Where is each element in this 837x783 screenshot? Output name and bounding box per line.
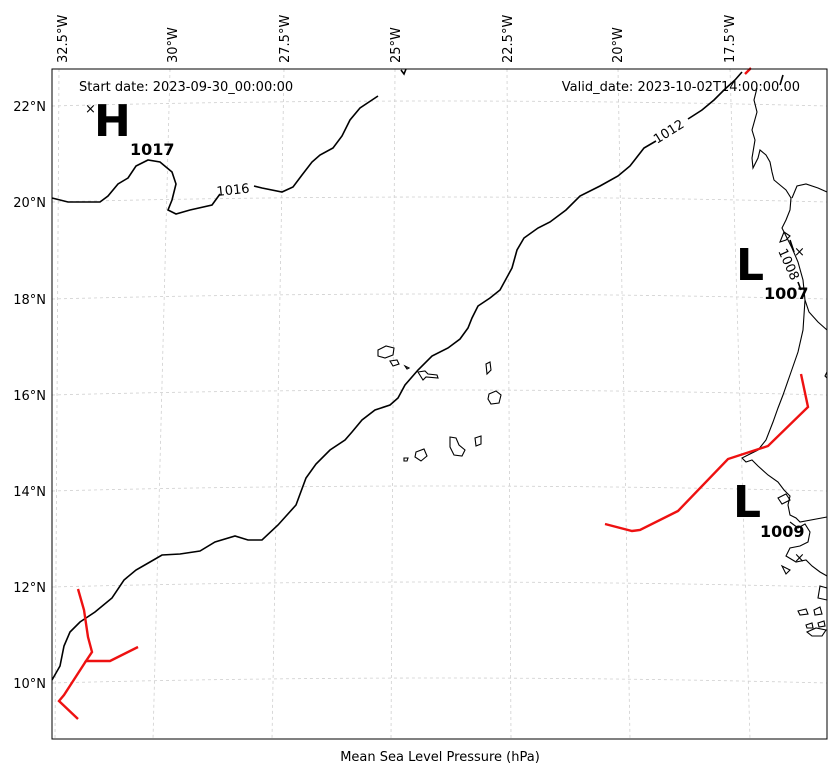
start-date-label: Start date: 2023-09-30_00:00:00	[79, 80, 293, 95]
lon-label: 20°W	[611, 27, 626, 63]
latitude-labels: 22°N 20°N 18°N 16°N 14°N 12°N 10°N	[13, 100, 46, 692]
high-center-value: 1017	[130, 140, 175, 159]
map-frame	[51, 68, 828, 740]
low-center-letter-north: L	[736, 240, 764, 291]
lat-label: 10°N	[13, 677, 46, 692]
lon-label: 30°W	[166, 27, 181, 63]
isobar-1016	[51, 159, 221, 215]
low-center-x-marker-south: ×	[794, 551, 805, 566]
fronts	[57, 67, 810, 720]
lat-label: 20°N	[13, 196, 46, 211]
longitude-labels: 32.5°W 30°W 27.5°W 25°W 22.5°W 20°W 17.5…	[56, 15, 738, 63]
contour-labels: 1016 1012 1008	[216, 117, 802, 283]
isobar-1012	[51, 140, 657, 681]
front-west	[76, 588, 139, 663]
front-east-lower	[604, 373, 810, 533]
isobars	[51, 68, 802, 681]
lon-label: 32.5°W	[56, 15, 71, 63]
lat-label: 18°N	[13, 293, 46, 308]
lon-label: 22.5°W	[501, 15, 516, 63]
lon-label: 25°W	[389, 27, 404, 63]
low-center-letter-south: L	[733, 477, 761, 528]
lat-label: 16°N	[13, 389, 46, 404]
lon-label: 17.5°W	[723, 15, 738, 63]
lon-label: 27.5°W	[278, 15, 293, 63]
pressure-centers: H 1017 L 1007 L 1009	[94, 96, 809, 541]
low-center-value-south: 1009	[760, 522, 805, 541]
center-markers: × × ×	[85, 102, 805, 566]
contour-label-1016: 1016	[216, 182, 250, 200]
isobar-1008	[779, 74, 784, 86]
map-caption: Mean Sea Level Pressure (hPa)	[340, 750, 540, 765]
high-center-letter: H	[94, 96, 131, 147]
lat-label: 22°N	[13, 100, 46, 115]
graticule	[51, 68, 828, 740]
high-center-x-marker: ×	[85, 102, 96, 117]
valid-date-label: Valid_date: 2023-10-02T14:00:00.00	[562, 80, 800, 95]
low-center-value-north: 1007	[764, 284, 809, 303]
african-coastline	[741, 87, 828, 637]
contour-label-1012: 1012	[651, 117, 687, 147]
cape-verde-islands	[377, 345, 502, 462]
low-center-x-marker-north: ×	[794, 245, 805, 260]
lat-label: 14°N	[13, 485, 46, 500]
lat-label: 12°N	[13, 581, 46, 596]
